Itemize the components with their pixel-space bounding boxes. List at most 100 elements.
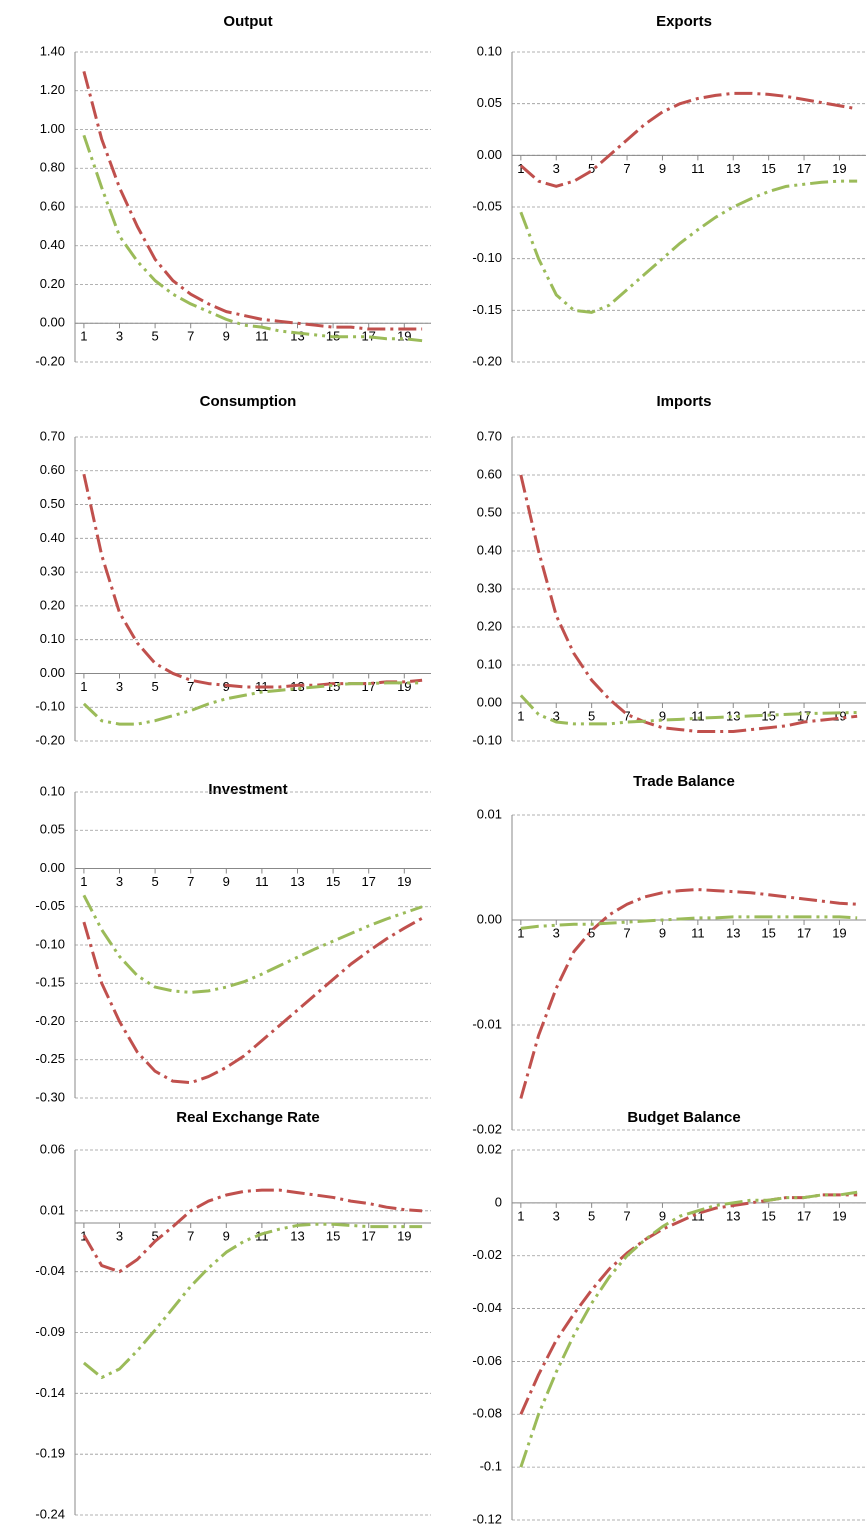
y-tick-label: -0.15 [35,975,65,990]
y-tick-label: -0.30 [35,1089,65,1104]
y-tick-label: -0.06 [472,1353,502,1368]
chart-title: Investment [208,781,287,798]
y-tick-label: 0.00 [477,911,502,926]
y-tick-label: 0.40 [477,542,502,557]
x-tick-label: 7 [623,708,630,723]
y-tick-label: -0.25 [35,1051,65,1066]
x-tick-label: 3 [116,874,123,889]
y-tick-label: 0.20 [40,597,65,612]
x-tick-label: 1 [80,679,87,694]
chart-title: Trade Balance [633,773,735,790]
x-tick-label: 1 [80,874,87,889]
x-tick-label: 13 [726,708,740,723]
y-tick-label: 0 [495,1194,502,1209]
y-tick-label: 0.80 [40,160,65,175]
x-tick-label: 13 [290,874,304,889]
y-tick-label: -0.20 [35,732,65,747]
x-tick-label: 7 [187,679,194,694]
series-line [519,474,858,733]
y-tick-label: -0.05 [35,898,65,913]
series-line [519,888,858,1099]
y-tick-label: 0.00 [40,665,65,680]
x-tick-label: 3 [116,329,123,344]
chart-title: Exports [656,13,712,30]
x-tick-label: 15 [326,1228,340,1243]
y-tick-label: 0.05 [477,95,502,110]
y-tick-label: 0.40 [40,237,65,252]
x-tick-label: 5 [151,874,158,889]
chart-title: Consumption [200,393,297,410]
x-tick-label: 5 [588,1208,595,1223]
x-tick-label: 1 [517,1208,524,1223]
series-line [82,473,423,689]
chart-title: Output [223,13,272,30]
chart-title: Real Exchange Rate [176,1109,319,1126]
x-tick-label: 19 [397,1228,411,1243]
x-tick-label: 9 [659,161,666,176]
x-tick-label: 7 [187,874,194,889]
y-tick-label: 0.00 [477,147,502,162]
x-tick-label: 11 [255,874,269,889]
y-tick-label: 1.00 [40,121,65,136]
y-tick-label: 0.50 [40,496,65,511]
series-line [82,1222,423,1380]
x-tick-label: 3 [116,679,123,694]
x-tick-label: 3 [553,925,560,940]
y-tick-label: 0.30 [477,580,502,595]
y-tick-label: 0.20 [477,618,502,633]
x-tick-label: 9 [659,708,666,723]
y-tick-label: 0.10 [40,631,65,646]
y-tick-label: 0.01 [40,1202,65,1217]
x-tick-label: 15 [761,161,775,176]
series-line [82,70,423,331]
y-tick-label: 0.20 [40,276,65,291]
y-tick-label: -0.12 [472,1511,502,1526]
series-line [82,916,423,1085]
y-tick-label: -0.1 [480,1459,502,1474]
x-tick-label: 15 [326,679,340,694]
y-tick-label: 0.60 [477,466,502,481]
y-tick-label: 0.60 [40,462,65,477]
x-tick-label: 5 [151,1228,158,1243]
x-tick-label: 3 [553,161,560,176]
x-tick-label: 3 [553,708,560,723]
x-tick-label: 5 [588,708,595,723]
y-tick-label: -0.04 [35,1263,65,1278]
x-tick-label: 9 [223,1228,230,1243]
series-line [520,915,858,930]
x-tick-label: 17 [361,874,375,889]
y-tick-label: -0.08 [472,1406,502,1421]
y-tick-label: -0.15 [472,302,502,317]
y-tick-label: -0.20 [35,353,65,368]
x-tick-label: 13 [726,925,740,940]
x-tick-label: 19 [832,161,846,176]
y-tick-label: -0.09 [35,1324,65,1339]
y-tick-label: 0.10 [477,656,502,671]
y-tick-label: 0.01 [477,806,502,821]
y-tick-label: 0.30 [40,564,65,579]
x-tick-label: 9 [659,1208,666,1223]
x-tick-label: 7 [623,925,630,940]
x-tick-label: 17 [361,1228,375,1243]
x-tick-label: 17 [797,1208,811,1223]
y-tick-label: -0.20 [472,353,502,368]
y-tick-label: -0.02 [472,1247,502,1262]
x-tick-label: 15 [326,874,340,889]
x-tick-label: 11 [691,708,705,723]
x-tick-label: 7 [623,1208,630,1223]
x-tick-label: 13 [726,161,740,176]
x-tick-label: 17 [361,329,375,344]
y-tick-label: -0.10 [472,732,502,747]
y-tick-label: -0.04 [472,1300,502,1315]
y-tick-label: 0.70 [40,428,65,443]
y-tick-label: 0.60 [40,198,65,213]
x-tick-label: 11 [691,925,705,940]
x-tick-label: 17 [797,161,811,176]
y-tick-label: -0.10 [472,250,502,265]
x-tick-label: 11 [691,161,705,176]
x-tick-label: 7 [187,1228,194,1243]
x-tick-label: 9 [659,925,666,940]
y-tick-label: -0.01 [472,1016,502,1031]
x-tick-label: 3 [553,1208,560,1223]
